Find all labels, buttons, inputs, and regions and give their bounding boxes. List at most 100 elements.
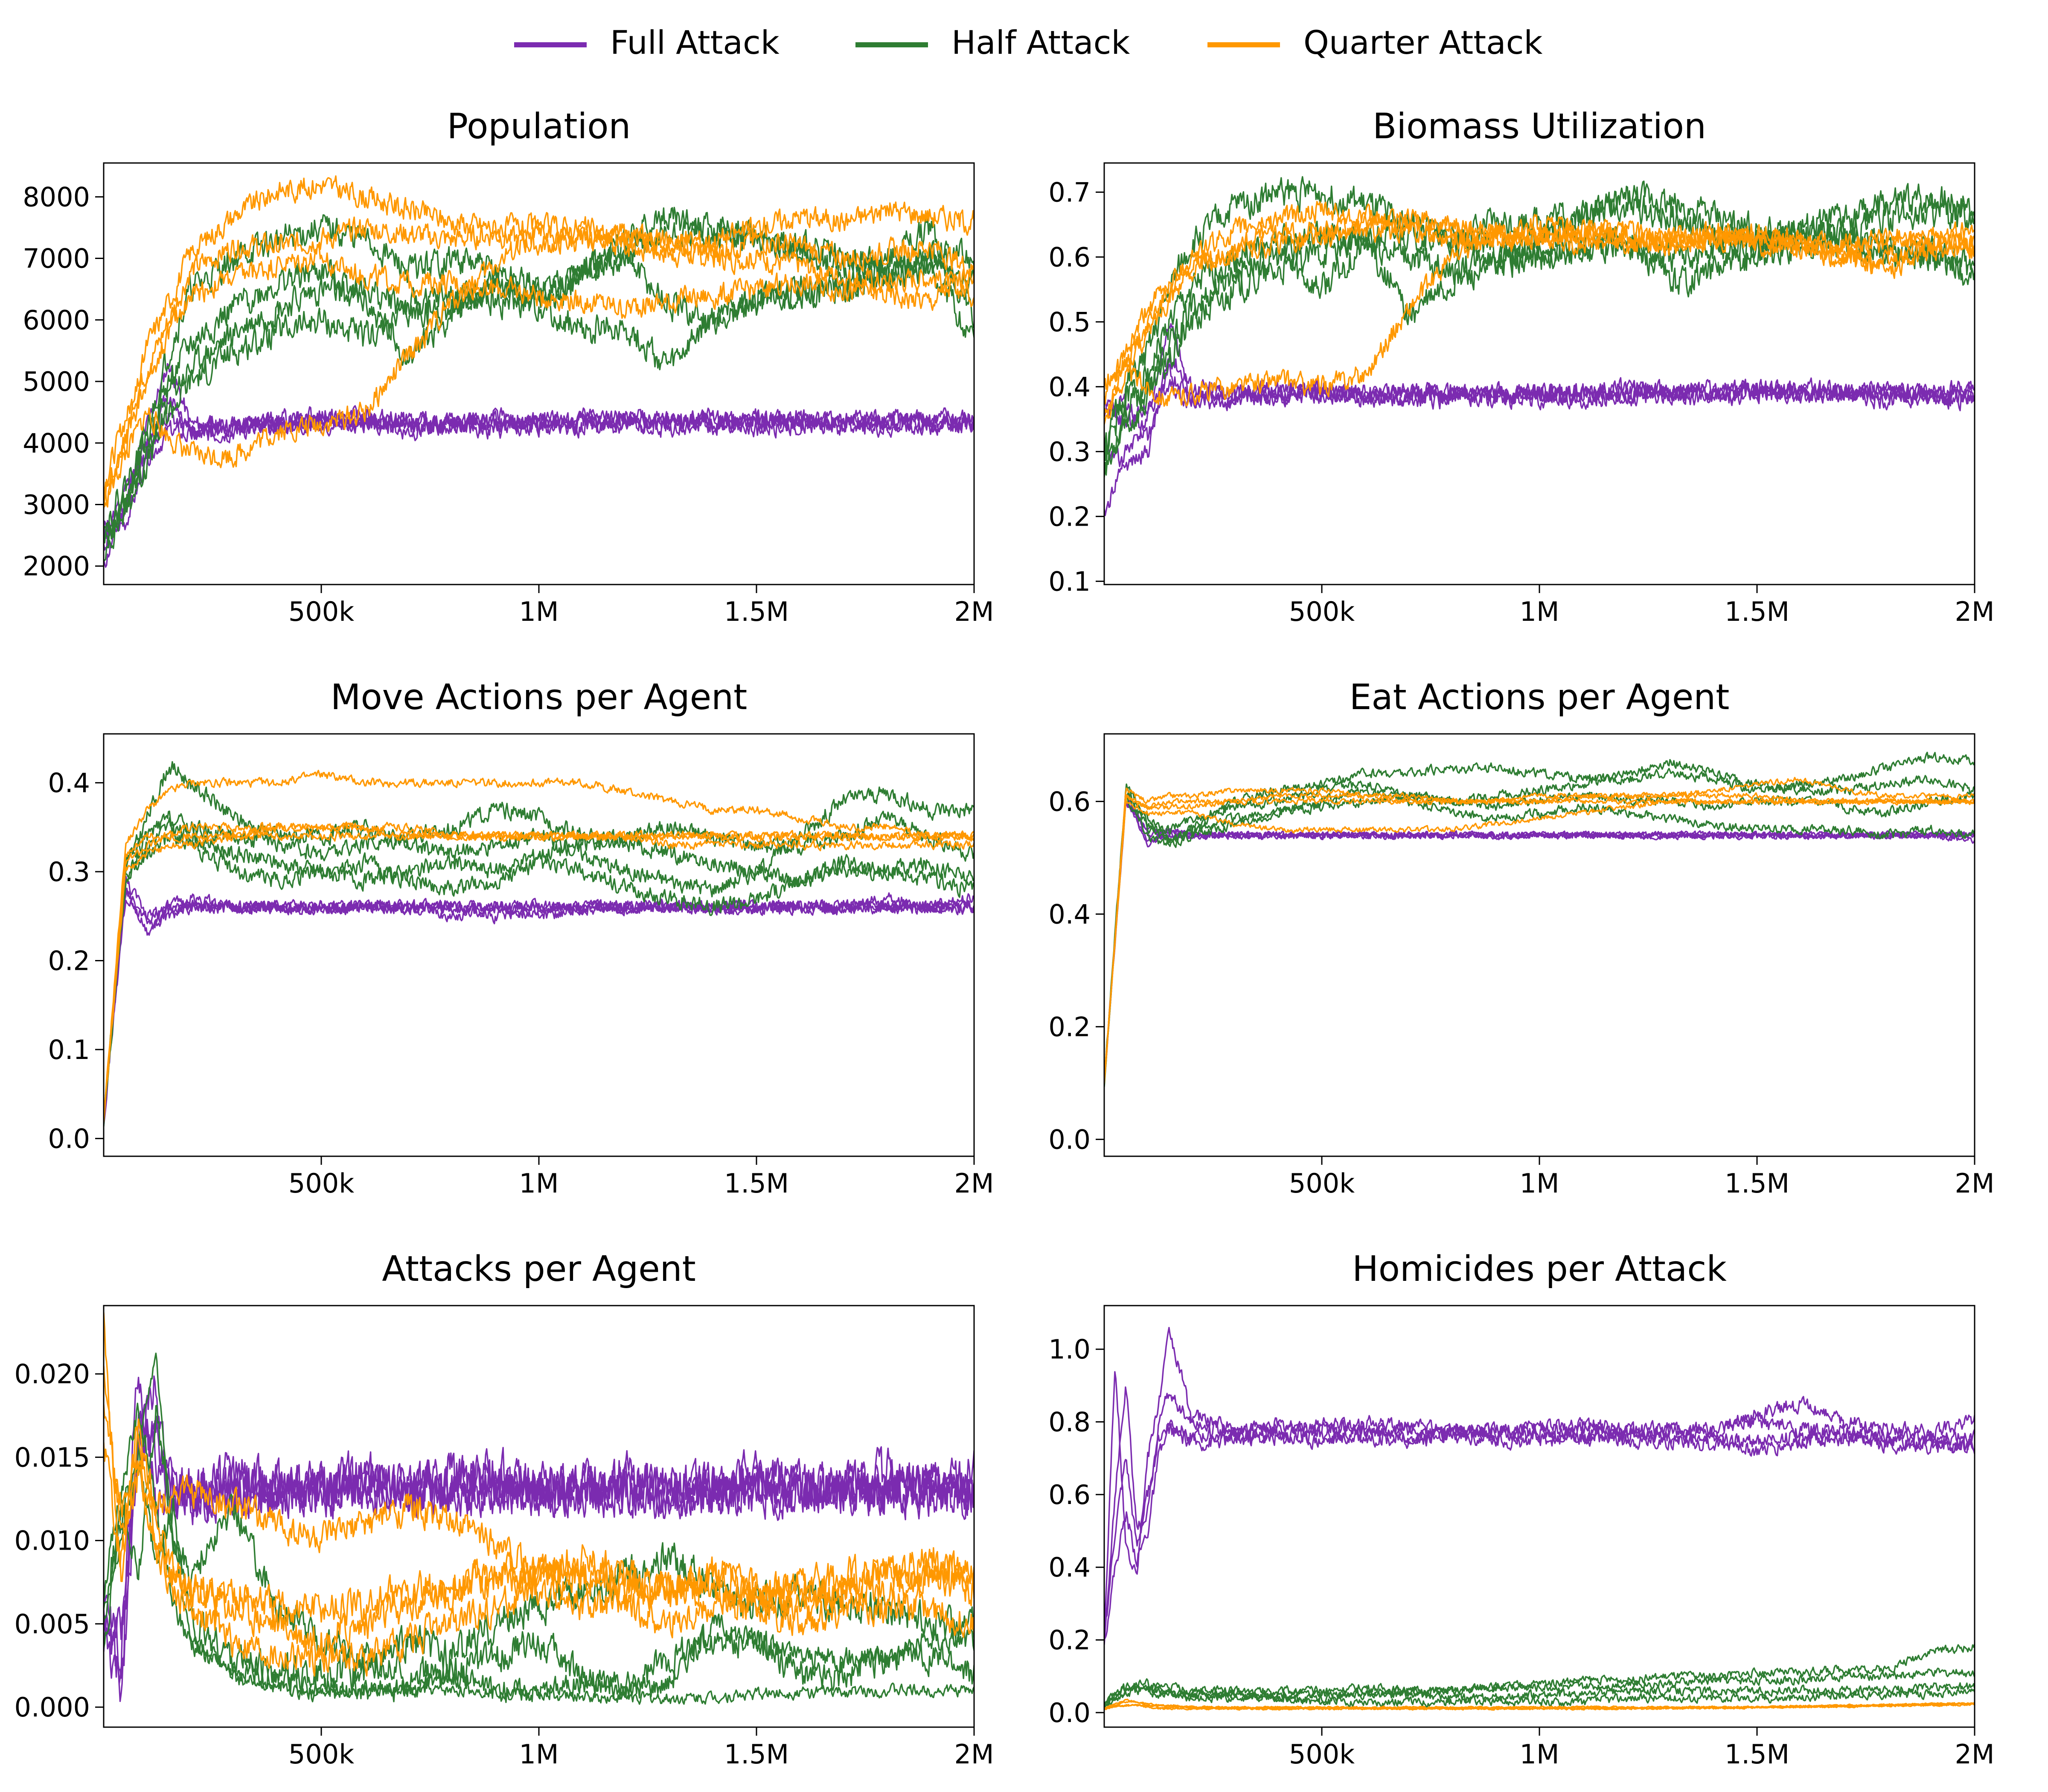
series-quarter-attack-run-9 (104, 1366, 974, 1662)
legend: Full Attack Half Attack Quarter Attack (514, 23, 1542, 61)
y-tick-label: 0.015 (15, 1442, 90, 1473)
y-tick-label: 0.2 (1048, 501, 1091, 532)
series-quarter-attack-run-11 (104, 1442, 974, 1626)
x-tick-label: 2M (954, 1739, 994, 1770)
chart-title-eat-actions-per-agent: Eat Actions per Agent (1350, 677, 1730, 718)
x-tick-label: 1M (519, 596, 559, 627)
y-tick-label: 0.010 (15, 1525, 90, 1556)
y-tick-label: 0.020 (15, 1359, 90, 1390)
x-tick-label: 2M (1955, 1739, 1995, 1770)
x-tick-label: 1.5M (724, 1168, 789, 1199)
x-tick-label: 500k (288, 596, 354, 627)
y-tick-label: 0.1 (1048, 566, 1091, 597)
x-tick-label: 1.5M (1725, 1739, 1789, 1770)
y-tick-label: 3000 (23, 489, 90, 520)
panel-biomass-utilization: Biomass Utilization 500k 1M 1.5M 2M 0.1 0.2 0.3… (1048, 106, 1994, 627)
series-quarter-attack-run-9 (1104, 218, 1975, 390)
x-tick-label: 1.5M (724, 1739, 789, 1770)
x-tick-label: 1M (519, 1739, 559, 1770)
y-tick-label: 1.0 (1048, 1334, 1091, 1365)
x-tick-label: 2M (1955, 596, 1995, 627)
series-full-attack-run-3 (1104, 802, 1975, 1082)
series-full-attack-run-3 (104, 407, 974, 539)
x-tick-label: 500k (1289, 1739, 1355, 1770)
x-tick-label: 500k (1289, 1168, 1355, 1199)
y-tick-label: 0.6 (1048, 1479, 1091, 1510)
x-tick-label: 1M (519, 1168, 559, 1199)
series-quarter-attack-run-8 (104, 175, 974, 508)
x-tick-label: 2M (954, 1168, 994, 1199)
panel-homicides-per-attack: Homicides per Attack 500k 1M 1.5M 2M 0.0 0.2 0.… (1048, 1249, 1994, 1770)
series-half-attack-run-5 (1104, 759, 1975, 1085)
y-tick-label: 0.4 (1048, 899, 1091, 930)
x-tick-label: 500k (288, 1739, 354, 1770)
x-tick-label: 2M (1955, 1168, 1995, 1199)
chart-title-homicides-per-attack: Homicides per Attack (1352, 1249, 1727, 1289)
series-full-attack-run-3 (1104, 1423, 1975, 1639)
series-full-attack-run-1 (1104, 1386, 1975, 1645)
series-quarter-attack-run-8 (104, 770, 974, 1119)
series-full-attack-run-3 (104, 1415, 974, 1640)
series-full-attack-run-1 (104, 395, 974, 551)
x-tick-label: 500k (288, 1168, 354, 1199)
y-tick-label: 0.000 (15, 1692, 90, 1723)
x-tick-label: 1M (1520, 1168, 1559, 1199)
y-tick-label: 0.3 (48, 856, 90, 887)
series-half-attack-run-7 (104, 831, 974, 1115)
series-quarter-attack-run-8 (1104, 787, 1975, 1082)
y-tick-label: 0.0 (1048, 1697, 1091, 1728)
series-quarter-attack-run-11 (104, 830, 974, 1123)
x-tick-label: 1.5M (1725, 1168, 1789, 1199)
x-tick-label: 1.5M (1725, 596, 1789, 627)
x-tick-label: 1.5M (724, 596, 789, 627)
y-tick-label: 2000 (23, 551, 90, 582)
series-quarter-attack-run-11 (1104, 208, 1975, 425)
panel-attacks-per-agent: Attacks per Agent 500k 1M 1.5M 2M 0.000 0.005 0… (15, 1249, 994, 1770)
series-quarter-attack-run-9 (104, 216, 974, 494)
y-tick-label: 0.3 (1048, 436, 1091, 467)
series-quarter-attack-run-10 (104, 821, 974, 1121)
y-tick-label: 0.6 (1048, 786, 1091, 817)
series-quarter-attack-run-11 (1104, 794, 1975, 1084)
series-half-attack-run-7 (104, 255, 974, 549)
y-tick-label: 0.4 (48, 768, 90, 799)
y-tick-label: 0.1 (48, 1034, 90, 1065)
y-tick-label: 0.0 (1048, 1124, 1091, 1155)
legend-label-quarter-attack: Quarter Attack (1303, 23, 1542, 61)
series-full-attack-run-3 (104, 890, 974, 1120)
series-quarter-attack-run-11 (1104, 1699, 1975, 1710)
x-tick-label: 500k (1289, 596, 1355, 627)
y-tick-label: 0.8 (1048, 1407, 1091, 1438)
panel-eat-actions-per-agent: Eat Actions per Agent 500k 1M 1.5M 2M 0.0 0.2 0… (1048, 677, 1994, 1199)
series-half-attack-run-4 (1104, 176, 1975, 461)
panel-move-actions-per-agent: Move Actions per Agent 500k 1M 1.5M 2M 0.0 0.1… (48, 677, 994, 1199)
panel-population: Population 500k 1M 1.5M 2M 2000 3000 4000 5000 60… (23, 106, 994, 627)
x-tick-label: 2M (954, 596, 994, 627)
series-full-attack-run-1 (1104, 356, 1975, 471)
y-tick-label: 8000 (23, 181, 90, 212)
series-half-attack-run-4 (1104, 751, 1975, 1083)
chart-title-attacks-per-agent: Attacks per Agent (382, 1249, 696, 1289)
y-tick-label: 7000 (23, 243, 90, 274)
y-tick-label: 0.4 (1048, 371, 1091, 402)
series-half-attack-run-7 (104, 1402, 974, 1703)
y-tick-label: 0.0 (48, 1123, 90, 1154)
series-half-attack-run-6 (1104, 1682, 1975, 1708)
y-tick-label: 5000 (23, 366, 90, 397)
series-half-attack-run-7 (1104, 1686, 1975, 1708)
y-tick-label: 0.2 (1048, 1011, 1091, 1042)
x-tick-label: 1M (1520, 596, 1559, 627)
y-tick-label: 6000 (23, 305, 90, 336)
y-tick-label: 0.6 (1048, 241, 1091, 273)
legend-label-full-attack: Full Attack (610, 23, 780, 61)
y-tick-label: 0.005 (15, 1609, 90, 1640)
y-tick-label: 0.7 (1048, 177, 1091, 208)
y-tick-label: 0.2 (48, 945, 90, 976)
chart-title-move-actions-per-agent: Move Actions per Agent (331, 677, 748, 718)
x-tick-label: 1M (1520, 1739, 1559, 1770)
series-quarter-attack-run-10 (104, 1404, 974, 1677)
series-half-attack-run-5 (104, 1405, 974, 1700)
chart-title-population: Population (447, 106, 631, 147)
y-tick-label: 0.2 (1048, 1625, 1091, 1656)
